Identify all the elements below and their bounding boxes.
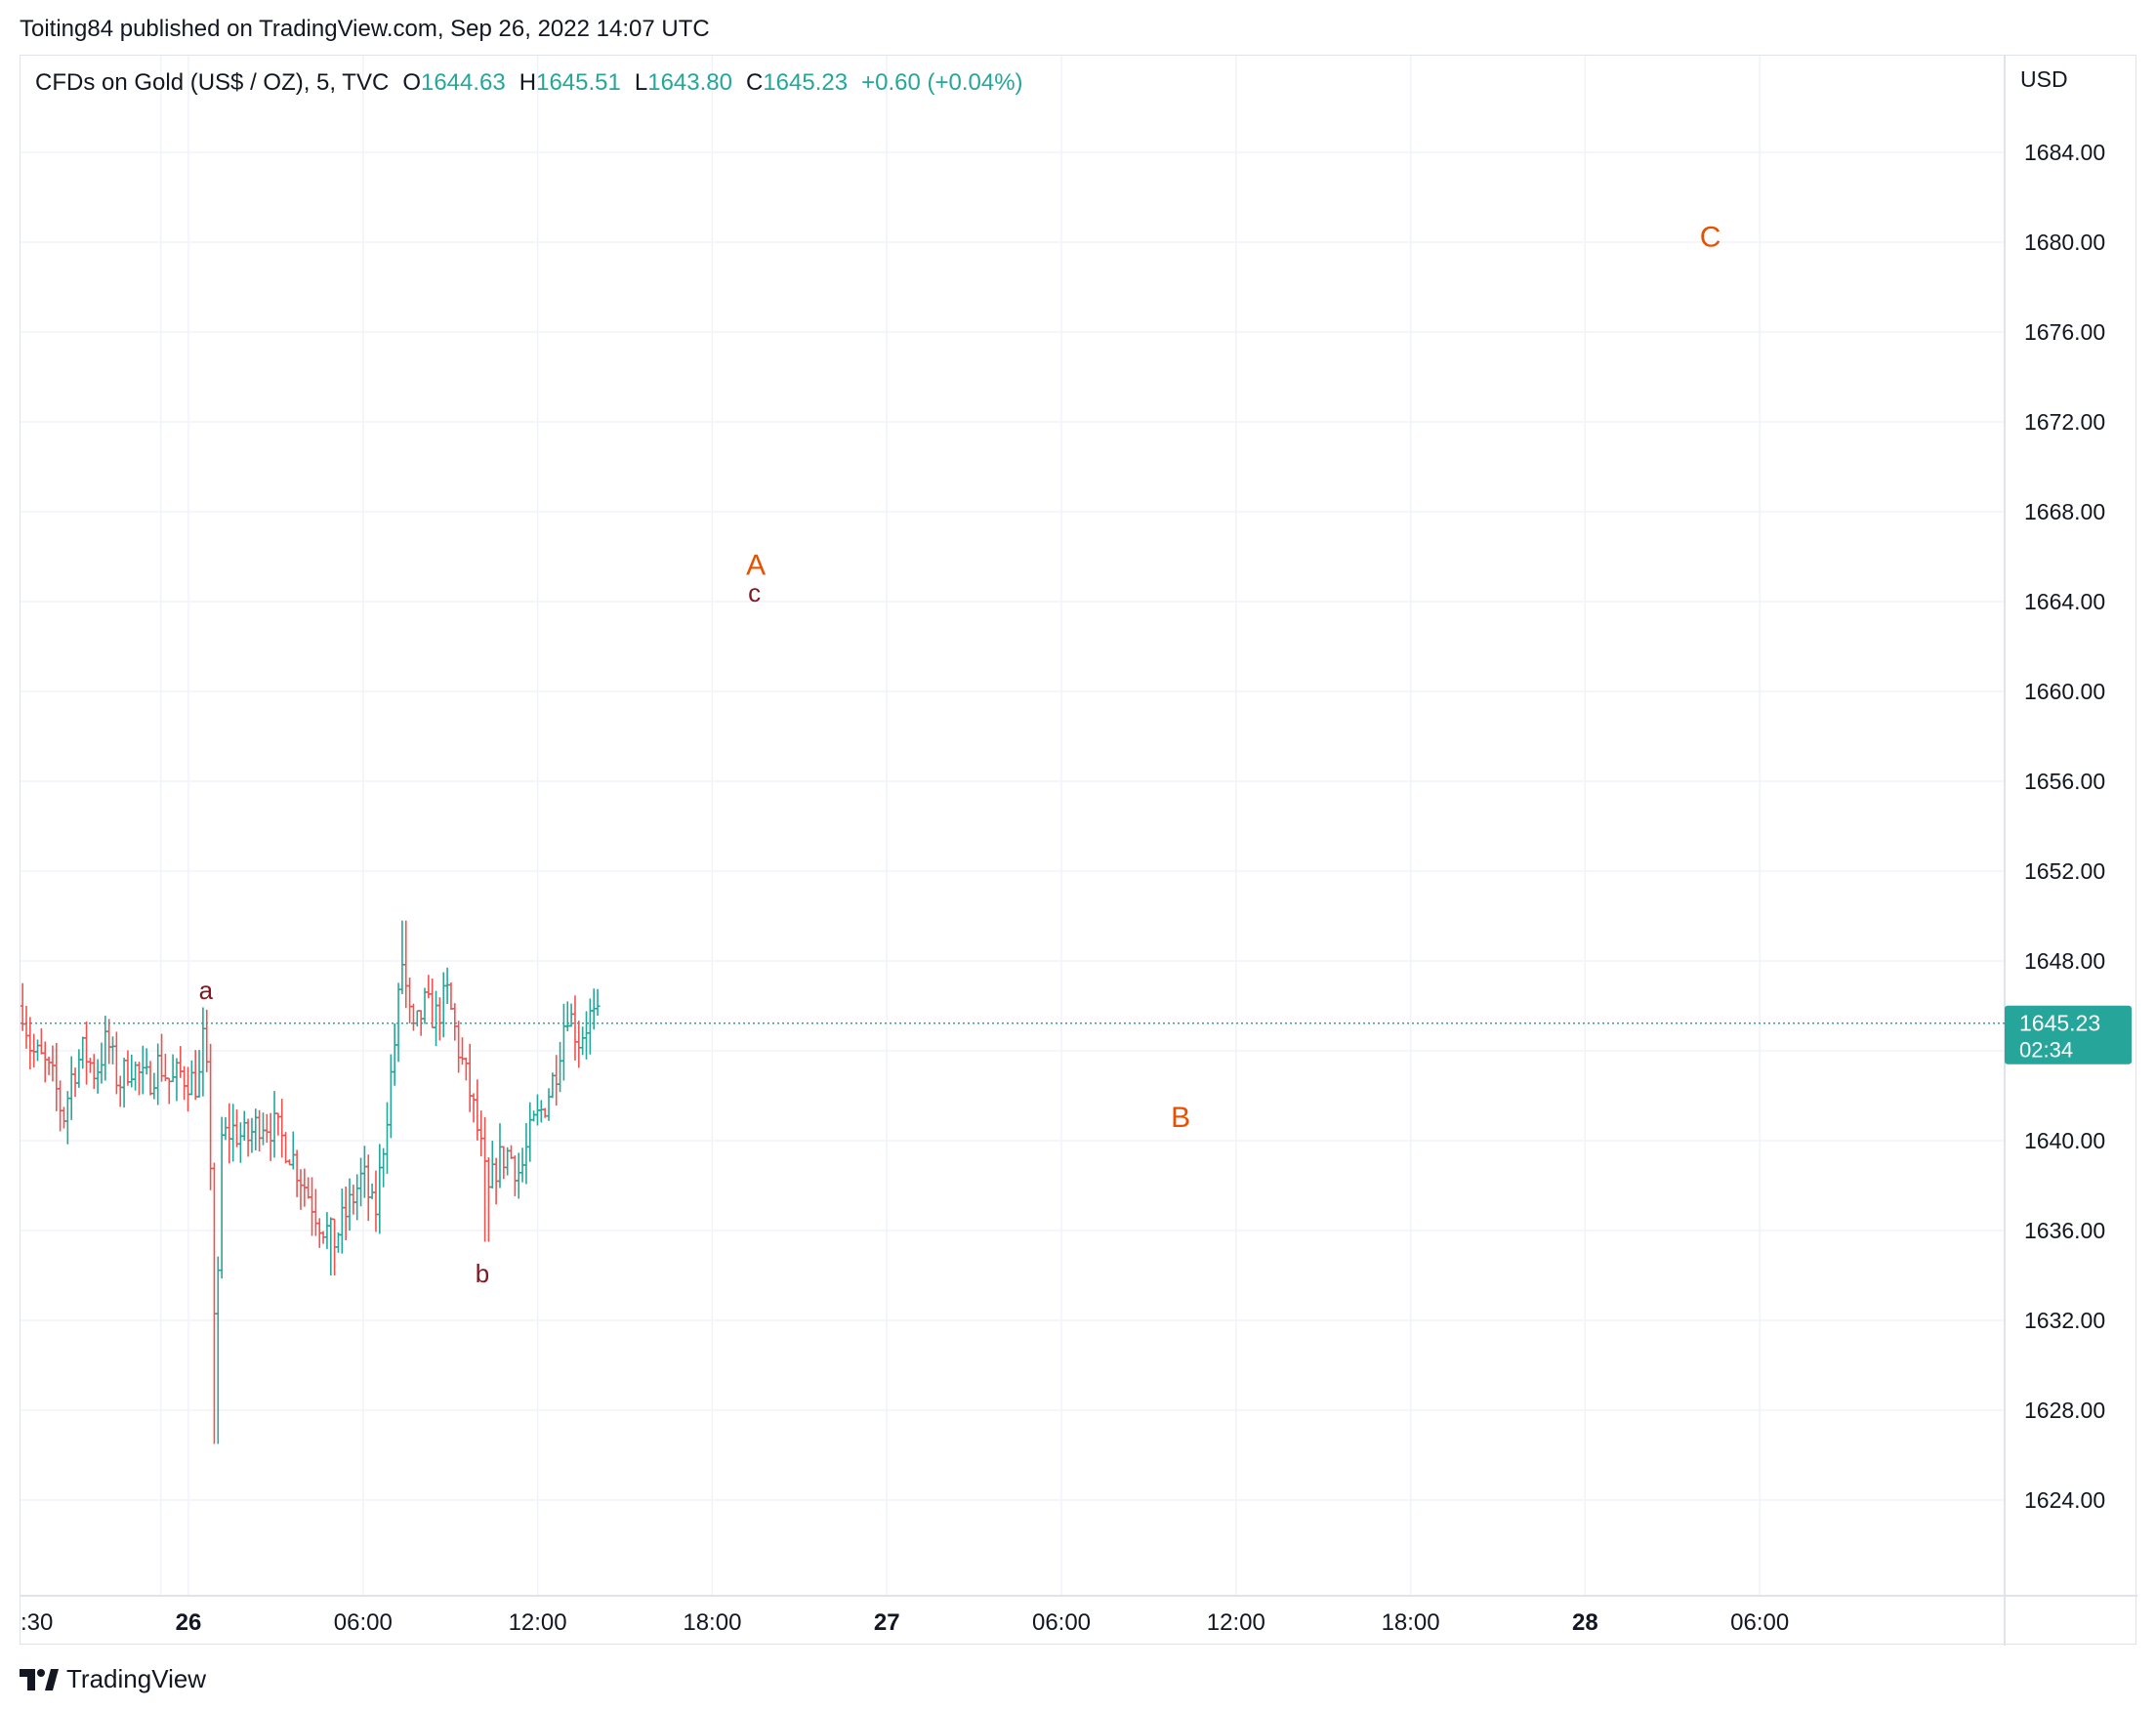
legend-high-value: 1645.51 [536, 69, 621, 96]
price-tick-label: 1640.00 [2024, 1128, 2105, 1153]
price-tick-label: 1632.00 [2024, 1308, 2105, 1333]
time-tick-label: 28 [1572, 1609, 1598, 1636]
currency-label: USD [2020, 66, 2068, 92]
legend-close-key: C [745, 69, 764, 96]
price-tick-label: 1684.00 [2024, 140, 2105, 165]
wave-label-b: b [476, 1259, 489, 1288]
time-tick-label: :30 [21, 1609, 53, 1636]
time-tick-label: 06:00 [334, 1609, 393, 1636]
chart-panel[interactable]: 1624.00 1628.00 1632.00 1636.00 1640.00 1644.… [20, 55, 2137, 1646]
last-price-badge[interactable] [2005, 1005, 2132, 1064]
time-tick-label: 26 [176, 1609, 202, 1636]
wave-label-c: c [748, 578, 761, 607]
time-tick-label: 06:00 [1730, 1609, 1789, 1636]
legend-open-value: 1644.63 [420, 69, 506, 96]
bar-countdown-label: 02:34 [2019, 1038, 2073, 1063]
tradingview-logo[interactable]: TradingView [20, 1664, 206, 1694]
legend-open-key: O [402, 69, 421, 96]
price-tick-label: 1664.00 [2024, 589, 2105, 614]
time-tick-label: 12:00 [1207, 1609, 1265, 1636]
price-tick-label: 1680.00 [2024, 230, 2105, 255]
legend-high-key: H [518, 69, 537, 96]
legend-low-key: L [634, 69, 648, 96]
chart-canvas[interactable]: 1624.00 1628.00 1632.00 1636.00 1640.00 1644.… [21, 56, 2137, 1646]
legend-low-value: 1643.80 [647, 69, 732, 96]
price-tick-label: 1648.00 [2024, 948, 2105, 974]
price-tick-label: 1668.00 [2024, 499, 2105, 524]
price-tick-label: 1636.00 [2024, 1218, 2105, 1243]
symbol-legend: CFDs on Gold (US$ / OZ), 5, TVC O 1644.6… [35, 69, 1023, 97]
time-tick-label: 27 [874, 1609, 900, 1636]
symbol-title[interactable]: CFDs on Gold (US$ / OZ), 5, TVC [35, 69, 390, 96]
wave-label-C: C [1700, 222, 1721, 254]
price-tick-label: 1676.00 [2024, 319, 2105, 345]
last-price-label: 1645.23 [2019, 1011, 2100, 1036]
legend-close-value: 1645.23 [763, 69, 849, 96]
wave-label-a: a [199, 976, 214, 1005]
wave-label-B: B [1171, 1102, 1190, 1134]
time-tick-label: 06:00 [1032, 1609, 1091, 1636]
price-tick-label: 1672.00 [2024, 409, 2105, 435]
time-tick-label: 18:00 [1382, 1609, 1440, 1636]
wave-label-A: A [746, 549, 766, 581]
price-tick-label: 1660.00 [2024, 679, 2105, 704]
time-tick-label: 18:00 [683, 1609, 741, 1636]
price-tick-label: 1652.00 [2024, 858, 2105, 884]
legend-change-value: +0.60 (+0.04%) [861, 69, 1023, 96]
tradingview-logo-text: TradingView [66, 1664, 207, 1693]
tradingview-logo-icon [20, 1668, 59, 1690]
published-line: Toiting84 published on TradingView.com, … [20, 16, 710, 42]
price-tick-label: 1656.00 [2024, 769, 2105, 794]
time-tick-label: 12:00 [509, 1609, 567, 1636]
price-tick-label: 1628.00 [2024, 1398, 2105, 1423]
price-tick-label: 1624.00 [2024, 1487, 2105, 1513]
